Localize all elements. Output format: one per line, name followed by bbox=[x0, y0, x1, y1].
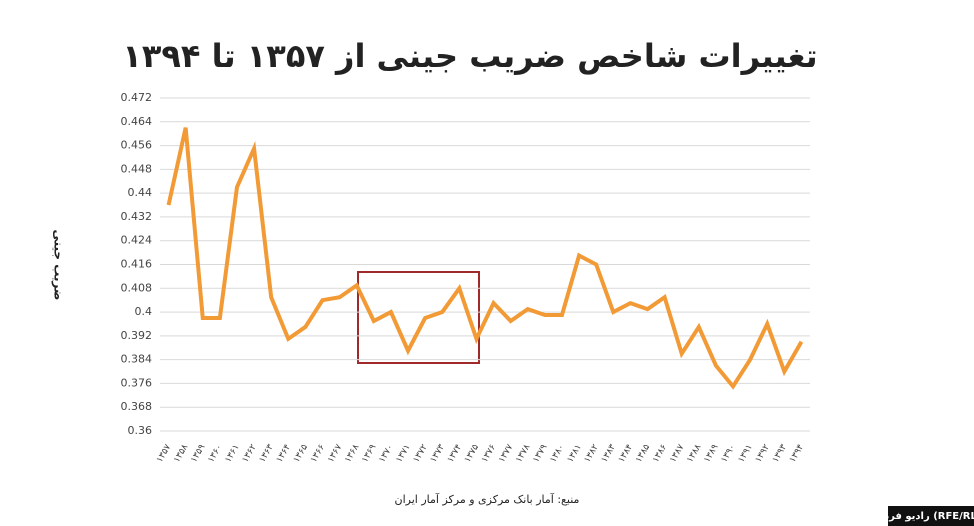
x-tick-label: ۱۳۶۵ bbox=[292, 443, 310, 465]
y-tick-label: 0.464 bbox=[121, 115, 153, 128]
x-tick-label: ۱۳۵۸ bbox=[172, 443, 190, 465]
x-tick-label: ۱۳۶۶ bbox=[309, 443, 327, 465]
x-tick-label: ۱۳۸۳ bbox=[600, 443, 618, 465]
x-tick-label: ۱۳۶۸ bbox=[343, 443, 361, 465]
x-tick-label: ۱۳۷۵ bbox=[463, 443, 481, 465]
y-tick-label: 0.456 bbox=[121, 139, 153, 152]
y-tick-label: 0.472 bbox=[121, 91, 153, 104]
badge-background bbox=[888, 506, 974, 526]
x-tick-label: ۱۳۸۶ bbox=[651, 443, 669, 465]
x-tick-label: ۱۳۸۹ bbox=[702, 443, 720, 465]
x-tick-label: ۱۳۷۸ bbox=[514, 443, 532, 465]
x-tick-label: ۱۳۸۵ bbox=[634, 443, 652, 465]
x-tick-label: ۱۳۷۱ bbox=[394, 443, 412, 465]
y-tick-label: 0.4 bbox=[135, 305, 153, 318]
x-tick-label: ۱۳۷۴ bbox=[446, 443, 464, 465]
y-tick-label: 0.392 bbox=[121, 329, 153, 342]
y-tick-label: 0.384 bbox=[121, 353, 153, 366]
y-tick-label: 0.424 bbox=[121, 234, 153, 247]
x-tick-label: ۱۳۷۹ bbox=[531, 443, 549, 465]
x-tick-label: ۱۳۷۰ bbox=[377, 443, 395, 465]
x-tick-label: ۱۳۹۴ bbox=[788, 443, 806, 465]
x-tick-label: ۱۳۶۷ bbox=[326, 443, 344, 465]
x-tick-label: ۱۳۶۰ bbox=[206, 443, 224, 465]
x-tick-label: ۱۳۹۱ bbox=[737, 443, 755, 465]
x-tick-label: ۱۳۹۲ bbox=[754, 443, 772, 465]
x-tick-label: ۱۳۹۰ bbox=[719, 443, 737, 465]
x-tick-label: ۱۳۸۷ bbox=[668, 443, 686, 465]
data-line bbox=[166, 127, 804, 390]
x-tick-label: ۱۳۷۶ bbox=[480, 443, 498, 465]
x-tick-label: ۱۳۸۱ bbox=[566, 443, 584, 465]
x-tick-label: ۱۳۶۱ bbox=[223, 443, 241, 465]
highlight-box bbox=[357, 271, 480, 364]
x-tick-label: ۱۳۷۳ bbox=[429, 443, 447, 465]
x-tick-label: ۱۳۸۴ bbox=[617, 443, 635, 465]
x-tick-label: ۱۳۷۷ bbox=[497, 443, 515, 465]
x-tick-label: ۱۳۸۲ bbox=[583, 443, 601, 465]
x-tick-label: ۱۳۶۲ bbox=[241, 443, 259, 465]
x-tick-label: ۱۳۶۹ bbox=[360, 443, 378, 465]
x-tick-label: ۱۳۹۳ bbox=[771, 443, 789, 465]
y-tick-label: 0.36 bbox=[128, 424, 153, 437]
y-tick-label: 0.432 bbox=[121, 210, 153, 223]
badge: رادیو فردا (RFE/RL) bbox=[881, 511, 974, 522]
y-axis-label: ضریب جینی bbox=[52, 229, 66, 300]
source-note: منبع: آمار بانک مرکزی و مرکز آمار ایران bbox=[395, 492, 580, 506]
x-tick-label: ۱۳۵۷ bbox=[155, 443, 173, 465]
y-tick-label: 0.44 bbox=[128, 186, 153, 199]
x-tick-label: ۱۳۷۲ bbox=[412, 443, 430, 465]
x-tick-label: ۱۳۸۸ bbox=[685, 443, 703, 465]
y-tick-label: 0.408 bbox=[121, 281, 153, 294]
y-tick-label: 0.368 bbox=[121, 400, 153, 413]
x-tick-label: ۱۳۸۰ bbox=[548, 443, 566, 465]
x-tick-label: ۱۳۶۳ bbox=[258, 443, 276, 465]
chart-title: تغییرات شاخص ضریب جینی از ۱۳۵۷ تا ۱۳۹۴ bbox=[122, 37, 817, 75]
y-tick-label: 0.416 bbox=[121, 258, 153, 271]
x-tick-label: ۱۳۵۹ bbox=[189, 443, 207, 465]
y-tick-label: 0.376 bbox=[121, 376, 153, 389]
y-tick-label: 0.448 bbox=[121, 162, 153, 175]
x-tick-label: ۱۳۶۴ bbox=[275, 443, 293, 465]
